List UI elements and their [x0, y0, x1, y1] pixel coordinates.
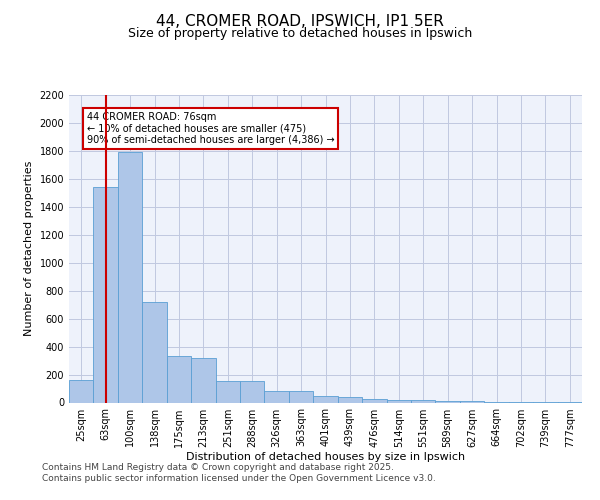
- Bar: [289, 392, 313, 402]
- Text: Size of property relative to detached houses in Ipswich: Size of property relative to detached ho…: [128, 28, 472, 40]
- Text: Contains public sector information licensed under the Open Government Licence v3: Contains public sector information licen…: [42, 474, 436, 483]
- Bar: [240, 381, 265, 402]
- X-axis label: Distribution of detached houses by size in Ipswich: Distribution of detached houses by size …: [186, 452, 465, 462]
- Text: Contains HM Land Registry data © Crown copyright and database right 2025.: Contains HM Land Registry data © Crown c…: [42, 462, 394, 471]
- Text: 44 CROMER ROAD: 76sqm
← 10% of detached houses are smaller (475)
90% of semi-det: 44 CROMER ROAD: 76sqm ← 10% of detached …: [87, 112, 335, 145]
- Bar: [338, 397, 362, 402]
- Bar: [386, 400, 411, 402]
- Text: 44, CROMER ROAD, IPSWICH, IP1 5ER: 44, CROMER ROAD, IPSWICH, IP1 5ER: [156, 14, 444, 29]
- Bar: [313, 396, 338, 402]
- Bar: [265, 392, 289, 402]
- Bar: [215, 381, 240, 402]
- Bar: [94, 187, 118, 402]
- Bar: [436, 401, 460, 402]
- Bar: [118, 152, 142, 402]
- Bar: [69, 380, 94, 402]
- Bar: [362, 400, 386, 402]
- Bar: [191, 358, 215, 403]
- Bar: [142, 302, 167, 402]
- Bar: [411, 400, 436, 402]
- Y-axis label: Number of detached properties: Number of detached properties: [24, 161, 34, 336]
- Bar: [167, 356, 191, 403]
